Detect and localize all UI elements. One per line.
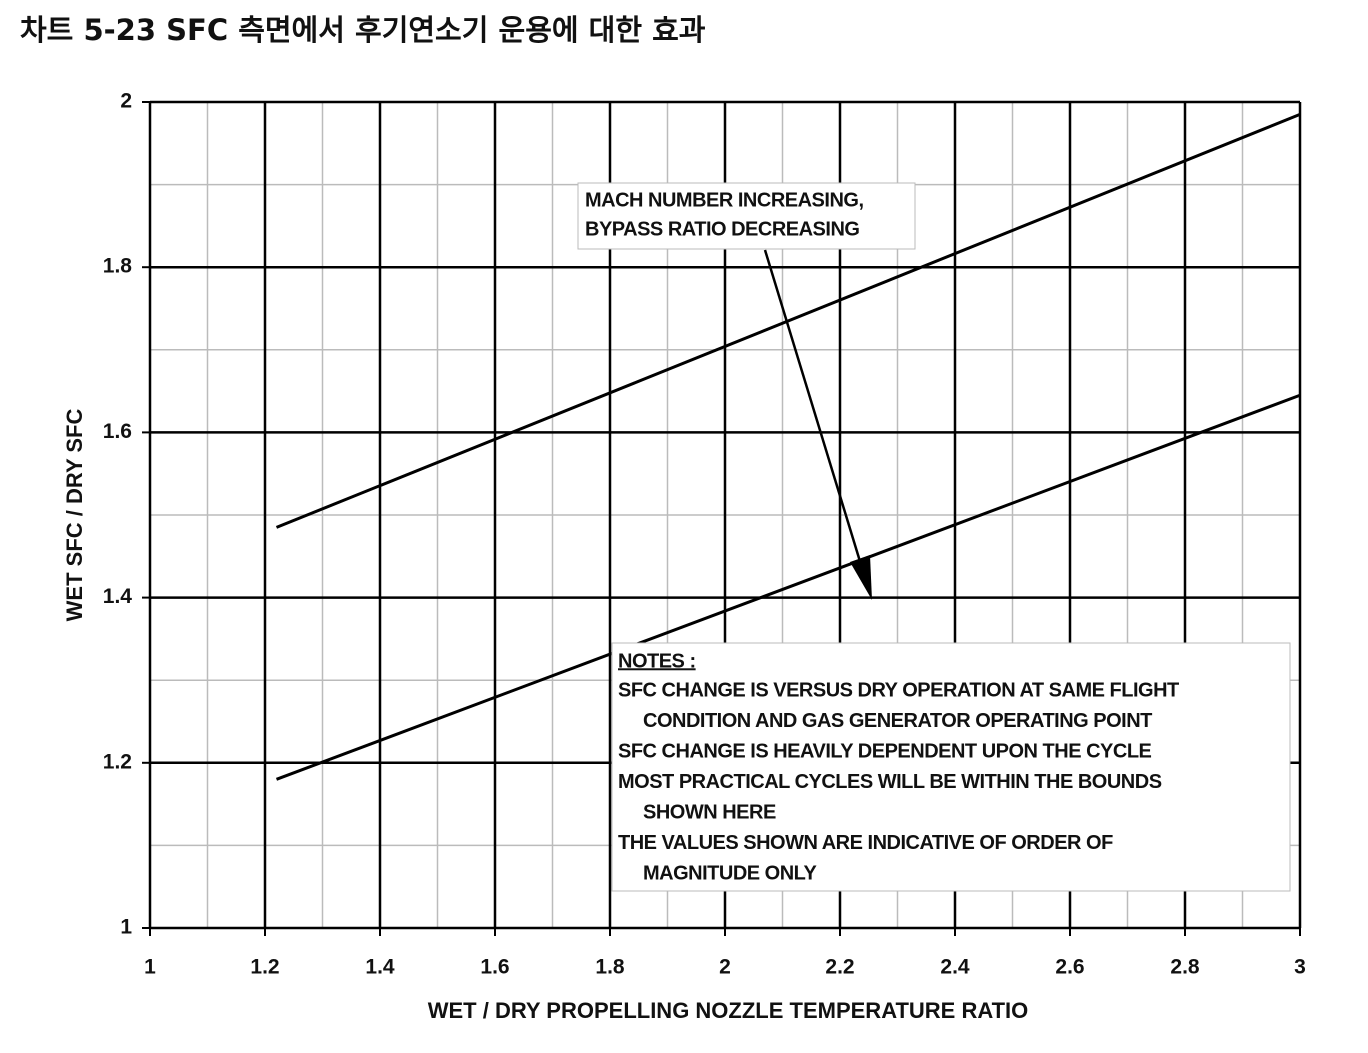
annotation-text: MACH NUMBER INCREASING, bbox=[585, 189, 864, 211]
y-axis-label: WET SFC / DRY SFC bbox=[62, 409, 87, 622]
x-tick-label: 2.6 bbox=[1055, 956, 1084, 979]
note-line: THE VALUES SHOWN ARE INDICATIVE OF ORDER… bbox=[618, 832, 1113, 854]
x-tick-label: 2.4 bbox=[940, 956, 970, 979]
y-tick-label: 2 bbox=[120, 90, 132, 113]
x-tick-label: 1 bbox=[144, 956, 156, 979]
annotation-box bbox=[577, 182, 916, 250]
note-line: SFC CHANGE IS HEAVILY DEPENDENT UPON THE… bbox=[618, 740, 1152, 762]
x-tick-label: 2.2 bbox=[825, 956, 854, 979]
note-line: MAGNITUDE ONLY bbox=[643, 862, 818, 884]
notes-title: NOTES : bbox=[618, 650, 696, 672]
y-tick-label: 1.8 bbox=[103, 255, 133, 278]
note-line: CONDITION AND GAS GENERATOR OPERATING PO… bbox=[643, 710, 1152, 732]
y-tick-label: 1.2 bbox=[103, 750, 132, 773]
x-tick-label: 3 bbox=[1294, 956, 1306, 979]
notes-box: NOTES : SFC CHANGE IS VERSUS DRY OPERATIO… bbox=[611, 642, 1291, 892]
line-series bbox=[275, 112, 1301, 529]
annotation-text: BYPASS RATIO DECREASING bbox=[585, 218, 859, 240]
notes-background bbox=[611, 642, 1291, 892]
arrow-line bbox=[763, 249, 864, 569]
note-line: SFC CHANGE IS VERSUS DRY OPERATION AT SA… bbox=[618, 679, 1179, 701]
x-tick-label: 1.4 bbox=[365, 956, 395, 979]
arrow-head bbox=[850, 555, 872, 600]
x-tick-label: 1.8 bbox=[595, 956, 625, 979]
x-tick-label: 2.8 bbox=[1170, 956, 1200, 979]
note-line: MOST PRACTICAL CYCLES WILL BE WITHIN THE… bbox=[618, 771, 1162, 793]
line-series bbox=[275, 393, 1301, 781]
x-tick-label: 1.6 bbox=[480, 956, 509, 979]
y-tick-label: 1 bbox=[120, 916, 132, 939]
note-line: SHOWN HERE bbox=[643, 801, 776, 823]
chart-title: 차트 5-23 SFC 측면에서 후기연소기 운용에 대한 효과 bbox=[20, 13, 706, 47]
x-tick-label: 2 bbox=[719, 956, 731, 979]
y-tick-label: 1.6 bbox=[103, 420, 132, 443]
y-tick-label: 1.4 bbox=[103, 585, 133, 608]
x-tick-label: 1.2 bbox=[250, 956, 279, 979]
x-axis-label: WET / DRY PROPELLING NOZZLE TEMPERATURE … bbox=[428, 998, 1029, 1023]
annotation-group: MACH NUMBER INCREASING, BYPASS RATIO DEC… bbox=[577, 182, 916, 600]
